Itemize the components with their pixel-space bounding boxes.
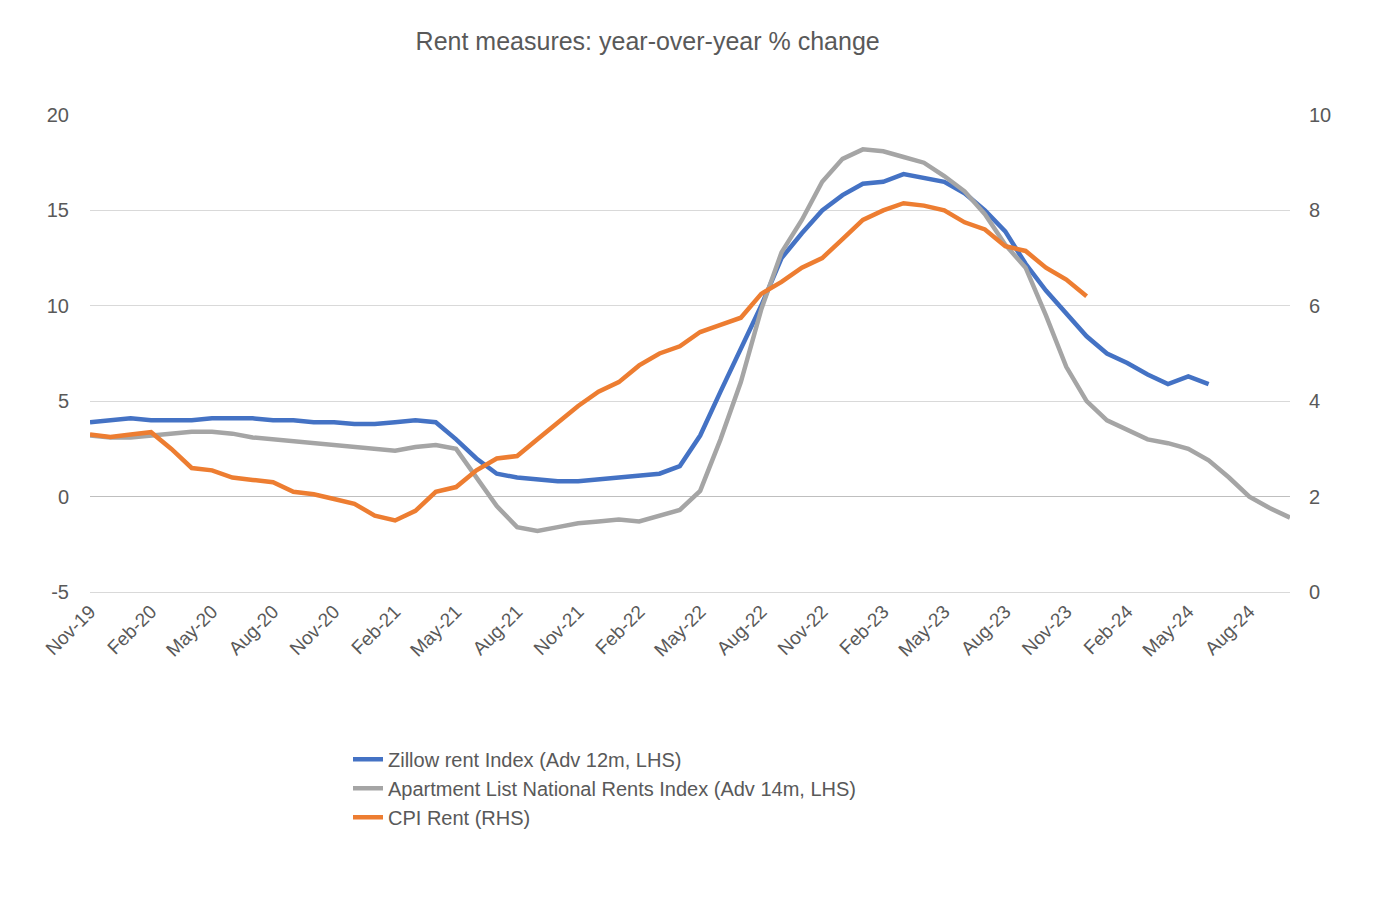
svg-text:Aug-21: Aug-21: [468, 601, 526, 659]
svg-text:Feb-23: Feb-23: [835, 601, 892, 658]
svg-text:Zillow rent Index (Adv 12m, LH: Zillow rent Index (Adv 12m, LHS): [388, 749, 681, 771]
svg-text:Aug-24: Aug-24: [1201, 601, 1259, 659]
svg-text:20: 20: [47, 104, 69, 126]
svg-text:Aug-22: Aug-22: [713, 601, 771, 659]
svg-text:6: 6: [1309, 295, 1320, 317]
svg-text:0: 0: [1309, 581, 1320, 603]
svg-text:Nov-21: Nov-21: [530, 601, 588, 659]
svg-text:Feb-20: Feb-20: [103, 601, 160, 658]
svg-text:10: 10: [1309, 104, 1331, 126]
svg-text:15: 15: [47, 199, 69, 221]
svg-text:CPI Rent (RHS): CPI Rent (RHS): [388, 807, 530, 829]
svg-text:8: 8: [1309, 199, 1320, 221]
svg-text:Nov-22: Nov-22: [774, 601, 832, 659]
svg-text:Nov-20: Nov-20: [285, 601, 343, 659]
svg-text:Feb-22: Feb-22: [591, 601, 648, 658]
svg-text:Aug-20: Aug-20: [224, 601, 282, 659]
svg-text:2: 2: [1309, 486, 1320, 508]
svg-text:Apartment List National Rents: Apartment List National Rents Index (Adv…: [388, 778, 856, 800]
svg-text:5: 5: [58, 390, 69, 412]
svg-text:May-23: May-23: [894, 601, 954, 661]
svg-text:10: 10: [47, 295, 69, 317]
svg-text:May-24: May-24: [1138, 601, 1198, 661]
svg-text:Rent measures: year-over-year: Rent measures: year-over-year % change: [416, 27, 880, 55]
svg-text:Feb-24: Feb-24: [1079, 601, 1137, 659]
svg-text:-5: -5: [51, 581, 69, 603]
svg-text:4: 4: [1309, 390, 1320, 412]
svg-text:May-22: May-22: [650, 601, 710, 661]
svg-text:Nov-19: Nov-19: [41, 601, 99, 659]
svg-text:0: 0: [58, 486, 69, 508]
svg-text:Feb-21: Feb-21: [347, 601, 404, 658]
svg-text:May-21: May-21: [406, 601, 466, 661]
svg-text:Nov-23: Nov-23: [1018, 601, 1076, 659]
svg-text:May-20: May-20: [162, 601, 222, 661]
svg-text:Aug-23: Aug-23: [957, 601, 1015, 659]
